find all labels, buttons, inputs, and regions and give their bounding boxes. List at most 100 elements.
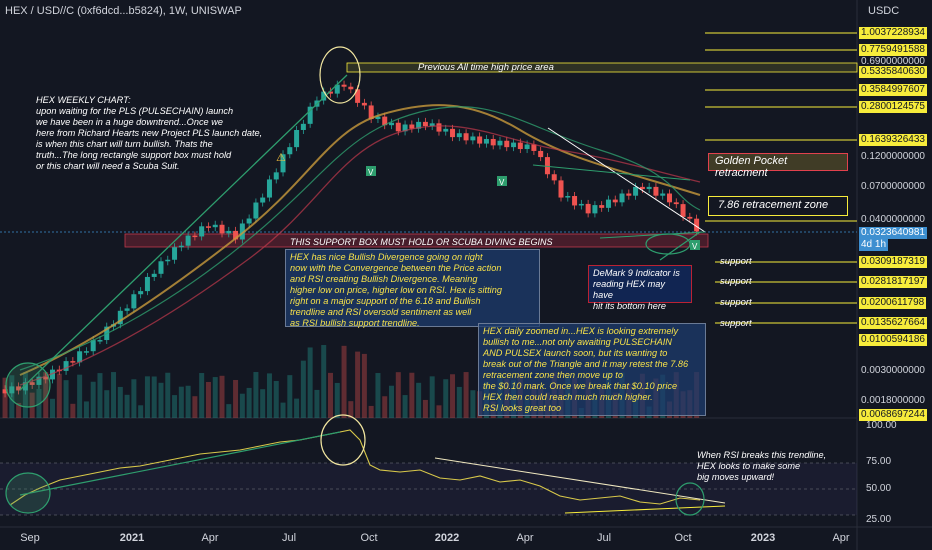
candle — [144, 276, 150, 292]
candle — [673, 202, 679, 205]
price-label: 0.5335840630 — [859, 66, 927, 78]
candle — [511, 142, 517, 148]
volume-bar — [111, 372, 117, 418]
svg-text:⚠: ⚠ — [276, 151, 286, 164]
demark-line: hit its bottom here — [593, 301, 667, 311]
candle — [219, 224, 225, 234]
divergence-line: now with the Convergence between the Pri… — [290, 263, 502, 273]
price-label: 0.0700000000 — [861, 181, 925, 192]
candle — [578, 203, 584, 206]
candle — [551, 174, 557, 181]
volume-bar — [456, 386, 462, 418]
candle — [429, 123, 435, 127]
demark-line: DeMark 9 Indicator is — [593, 268, 680, 278]
candle — [124, 308, 130, 311]
price-label: 0.0200611798 — [859, 297, 927, 309]
candle — [294, 129, 300, 148]
candle — [497, 140, 503, 146]
candle — [178, 245, 184, 248]
candle — [273, 172, 279, 180]
volume-bar — [50, 398, 56, 418]
candle — [531, 144, 537, 151]
candle — [389, 122, 395, 126]
candle — [558, 180, 564, 198]
price-label: 0.1639326433 — [859, 134, 927, 146]
candle — [212, 224, 218, 228]
candle — [131, 294, 137, 309]
volume-bar — [2, 377, 8, 418]
volume-bar — [327, 372, 333, 418]
candle — [605, 199, 611, 208]
price-label: 0.0018000000 — [861, 395, 925, 406]
candle — [680, 204, 686, 217]
rsi-axis-label: 75.00 — [866, 456, 892, 467]
volume-bar — [341, 345, 347, 418]
volume-bar — [90, 381, 96, 418]
price-label: 0.6900000000 — [861, 56, 925, 67]
divergence-line: HEX has nice Bullish Divergence going on… — [290, 252, 483, 262]
volume-bar — [192, 396, 198, 418]
candle — [327, 91, 333, 94]
candle — [395, 122, 401, 132]
volume-bar — [219, 375, 225, 418]
volume-bar — [70, 403, 76, 418]
candle — [524, 144, 530, 150]
support-label: support — [720, 297, 752, 308]
candle — [77, 351, 83, 363]
candle — [409, 124, 415, 129]
price-label: 0.3584997607 — [859, 84, 927, 96]
candle — [253, 202, 259, 219]
volume-bar — [300, 360, 306, 418]
volume-bar — [253, 372, 259, 418]
rsi-axis-label: 50.00 — [866, 483, 892, 494]
candle — [321, 91, 327, 101]
candle — [463, 133, 469, 141]
volume-bar — [450, 374, 456, 418]
candle — [585, 203, 591, 214]
candle — [158, 261, 164, 274]
price-label: 0.0309187319 — [859, 256, 927, 268]
price-label: 0.0281817197 — [859, 276, 927, 288]
svg-text:V: V — [499, 178, 505, 187]
candle — [300, 123, 306, 130]
volume-bar — [104, 390, 110, 418]
candle — [639, 186, 645, 190]
candle — [361, 102, 367, 106]
x-axis-label: 2023 — [750, 532, 776, 544]
candle — [355, 89, 361, 103]
volume-bar — [63, 380, 69, 418]
daily-line: AND PULSEX launch soon, but its wanting … — [483, 348, 668, 358]
divergence-line: as RSI bullish support trendline. — [290, 318, 420, 328]
x-axis-label: Oct — [674, 532, 692, 544]
volume-bar — [260, 389, 266, 418]
candle — [192, 235, 198, 238]
volume-bar — [199, 373, 205, 418]
support-label: support — [720, 318, 752, 329]
daily-line: the $0.10 mark. Once we break that $0.10… — [483, 381, 678, 391]
volume-bar — [212, 377, 218, 418]
volume-bar — [321, 345, 327, 418]
volume-bar — [178, 386, 184, 418]
candle — [517, 142, 523, 150]
fib-786-label: 7.86 retracement zone — [718, 199, 829, 211]
candle — [138, 291, 144, 295]
weekly-note-line: we have been in a huge downtrend...Once … — [36, 117, 223, 127]
volume-bar — [361, 353, 367, 418]
candle — [626, 193, 632, 196]
rsi-note: When RSI breaks this trendline, HEX look… — [697, 450, 847, 483]
candle — [666, 193, 672, 203]
candle — [83, 351, 89, 353]
candle — [544, 157, 550, 175]
candle — [694, 218, 700, 232]
volume-bar — [443, 379, 449, 418]
candle — [36, 376, 42, 385]
daily-note: HEX daily zoomed in...HEX is looking ext… — [478, 323, 706, 416]
volume-bar — [409, 372, 415, 418]
candle — [483, 138, 489, 144]
candle — [538, 150, 544, 158]
candle — [16, 386, 22, 391]
x-axis-label: 2022 — [434, 532, 460, 544]
fib-786-zone — [708, 196, 848, 216]
candle — [436, 123, 442, 132]
